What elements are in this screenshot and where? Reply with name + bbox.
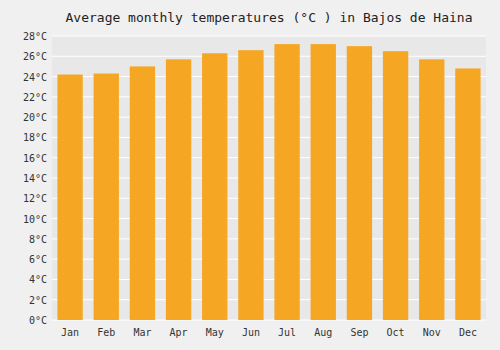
bar <box>383 51 408 320</box>
x-tick-label: Nov <box>423 327 441 338</box>
x-tick-label: May <box>206 327 224 338</box>
bar <box>455 68 480 320</box>
x-tick-label: Jan <box>61 327 79 338</box>
x-tick-label: Jul <box>278 327 296 338</box>
y-tick-label: 22°C <box>23 92 47 103</box>
bar <box>419 59 444 320</box>
x-tick-label: Dec <box>459 327 477 338</box>
y-tick-label: 28°C <box>23 31 47 42</box>
plot-background <box>52 36 486 320</box>
y-tick-label: 14°C <box>23 173 47 184</box>
y-tick-label: 18°C <box>23 132 47 143</box>
y-tick-label: 8°C <box>29 234 47 245</box>
y-tick-label: 2°C <box>29 295 47 306</box>
x-axis: Jan Feb Mar Apr May Jun Jul Aug Sep Oct Nov Dec <box>61 327 477 338</box>
title: Average monthly temperatures (°C ) in Ba… <box>66 10 473 25</box>
y-tick-label: 10°C <box>23 214 47 225</box>
y-tick-label: 20°C <box>23 112 47 123</box>
bar <box>311 44 336 320</box>
x-tick-label: Oct <box>387 327 405 338</box>
chart: 0°C 2°C 4°C 6°C 8°C 10°C 12°C 14°C 16°C 18°C 20°C 2… <box>0 0 500 350</box>
bar <box>130 66 155 320</box>
y-axis: 0°C 2°C 4°C 6°C 8°C 10°C 12°C 14°C 16°C 18°C 20°C 2… <box>23 31 47 326</box>
bar <box>166 59 191 320</box>
chart-container: 0°C 2°C 4°C 6°C 8°C 10°C 12°C 14°C 16°C 18°C 20°C 2… <box>0 0 500 350</box>
x-tick-label: Feb <box>97 327 115 338</box>
y-tick-label: 6°C <box>29 254 47 265</box>
y-tick-label: 12°C <box>23 193 47 204</box>
x-tick-label: Aug <box>314 327 332 338</box>
bar <box>94 74 119 320</box>
grid-line <box>52 56 486 57</box>
grid-line <box>52 36 486 37</box>
bars <box>57 44 480 320</box>
y-tick-label: 4°C <box>29 274 47 285</box>
x-tick-label: Apr <box>170 327 188 338</box>
x-tick-label: Sep <box>350 327 368 338</box>
y-tick-label: 16°C <box>23 153 47 164</box>
bar <box>57 75 82 320</box>
bar <box>202 53 227 320</box>
grid <box>52 36 486 320</box>
y-tick-label: 24°C <box>23 72 47 83</box>
x-tick-label: Jun <box>242 327 260 338</box>
x-tick-label: Mar <box>133 327 151 338</box>
bar <box>238 50 263 320</box>
bar <box>347 46 372 320</box>
bar <box>274 44 299 320</box>
y-tick-label: 0°C <box>29 315 47 326</box>
y-tick-label: 26°C <box>23 51 47 62</box>
